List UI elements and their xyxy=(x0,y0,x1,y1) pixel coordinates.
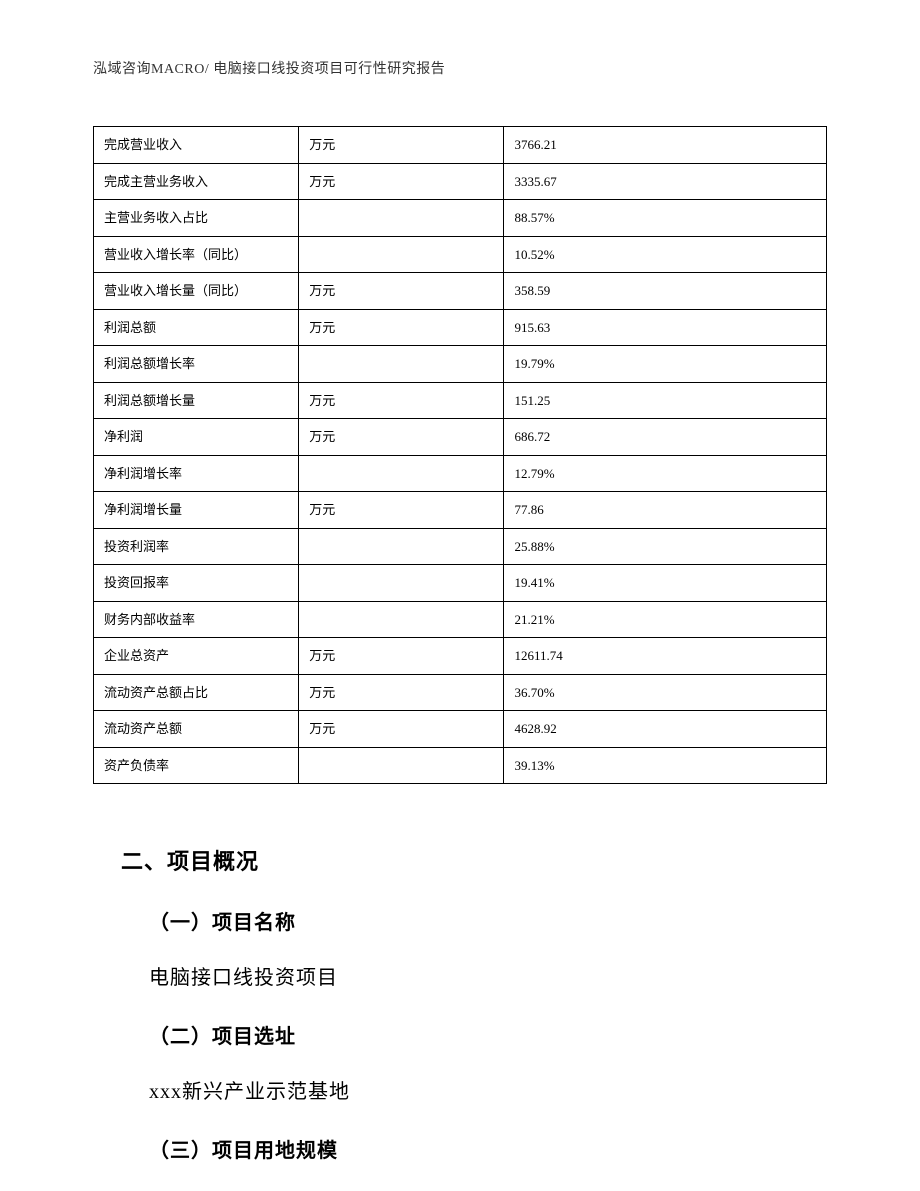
row-value: 77.86 xyxy=(504,492,827,529)
row-label: 完成主营业务收入 xyxy=(94,163,299,200)
row-unit xyxy=(299,236,504,273)
row-unit: 万元 xyxy=(299,492,504,529)
row-unit: 万元 xyxy=(299,419,504,456)
table-body: 完成营业收入万元3766.21完成主营业务收入万元3335.67主营业务收入占比… xyxy=(94,127,827,784)
row-label: 主营业务收入占比 xyxy=(94,200,299,237)
table-row: 流动资产总额万元4628.92 xyxy=(94,711,827,748)
row-value: 19.41% xyxy=(504,565,827,602)
row-value: 10.52% xyxy=(504,236,827,273)
row-value: 36.70% xyxy=(504,674,827,711)
row-label: 净利润 xyxy=(94,419,299,456)
financial-table: 完成营业收入万元3766.21完成主营业务收入万元3335.67主营业务收入占比… xyxy=(93,126,827,784)
row-label: 净利润增长率 xyxy=(94,455,299,492)
row-unit: 万元 xyxy=(299,674,504,711)
row-unit: 万元 xyxy=(299,309,504,346)
table-row: 投资回报率 19.41% xyxy=(94,565,827,602)
row-unit: 万元 xyxy=(299,711,504,748)
row-unit xyxy=(299,455,504,492)
row-value: 151.25 xyxy=(504,382,827,419)
row-unit xyxy=(299,747,504,784)
table-row: 主营业务收入占比 88.57% xyxy=(94,200,827,237)
row-unit: 万元 xyxy=(299,163,504,200)
row-label: 完成营业收入 xyxy=(94,127,299,164)
row-unit: 万元 xyxy=(299,127,504,164)
row-label: 投资利润率 xyxy=(94,528,299,565)
table-row: 利润总额增长率 19.79% xyxy=(94,346,827,383)
table-row: 营业收入增长率（同比） 10.52% xyxy=(94,236,827,273)
row-label: 利润总额增长率 xyxy=(94,346,299,383)
subsection-1-text: 电脑接口线投资项目 xyxy=(149,961,827,990)
row-value: 3335.67 xyxy=(504,163,827,200)
row-value: 358.59 xyxy=(504,273,827,310)
row-value: 88.57% xyxy=(504,200,827,237)
row-value: 25.88% xyxy=(504,528,827,565)
row-label: 企业总资产 xyxy=(94,638,299,675)
row-label: 净利润增长量 xyxy=(94,492,299,529)
row-label: 财务内部收益率 xyxy=(94,601,299,638)
page-header: 泓域咨询MACRO/ 电脑接口线投资项目可行性研究报告 xyxy=(93,58,827,78)
row-label: 利润总额 xyxy=(94,309,299,346)
table-row: 营业收入增长量（同比）万元358.59 xyxy=(94,273,827,310)
subsection-2-text: xxx新兴产业示范基地 xyxy=(149,1075,827,1104)
table-row: 完成营业收入万元3766.21 xyxy=(94,127,827,164)
table-row: 流动资产总额占比万元36.70% xyxy=(94,674,827,711)
row-unit: 万元 xyxy=(299,382,504,419)
row-label: 利润总额增长量 xyxy=(94,382,299,419)
table-row: 完成主营业务收入万元3335.67 xyxy=(94,163,827,200)
row-unit xyxy=(299,528,504,565)
row-label: 资产负债率 xyxy=(94,747,299,784)
row-label: 流动资产总额占比 xyxy=(94,674,299,711)
row-unit xyxy=(299,565,504,602)
document-page: 泓域咨询MACRO/ 电脑接口线投资项目可行性研究报告 完成营业收入万元3766… xyxy=(0,0,920,1163)
table-row: 净利润增长量万元77.86 xyxy=(94,492,827,529)
row-value: 12611.74 xyxy=(504,638,827,675)
row-unit: 万元 xyxy=(299,273,504,310)
row-unit xyxy=(299,601,504,638)
row-value: 19.79% xyxy=(504,346,827,383)
subsection-1-heading: （一）项目名称 xyxy=(149,906,827,935)
table-row: 企业总资产万元12611.74 xyxy=(94,638,827,675)
row-value: 3766.21 xyxy=(504,127,827,164)
row-unit xyxy=(299,346,504,383)
row-label: 营业收入增长率（同比） xyxy=(94,236,299,273)
row-value: 915.63 xyxy=(504,309,827,346)
row-value: 686.72 xyxy=(504,419,827,456)
row-value: 12.79% xyxy=(504,455,827,492)
table-row: 利润总额增长量万元151.25 xyxy=(94,382,827,419)
table-row: 净利润万元686.72 xyxy=(94,419,827,456)
table-row: 投资利润率 25.88% xyxy=(94,528,827,565)
table-row: 资产负债率 39.13% xyxy=(94,747,827,784)
table-row: 利润总额万元915.63 xyxy=(94,309,827,346)
table-row: 净利润增长率 12.79% xyxy=(94,455,827,492)
subsection-3-heading: （三）项目用地规模 xyxy=(149,1134,827,1163)
table-row: 财务内部收益率 21.21% xyxy=(94,601,827,638)
subsection-2-heading: （二）项目选址 xyxy=(149,1020,827,1049)
section-2-title: 二、项目概况 xyxy=(121,844,827,876)
row-label: 投资回报率 xyxy=(94,565,299,602)
row-label: 流动资产总额 xyxy=(94,711,299,748)
row-value: 21.21% xyxy=(504,601,827,638)
row-unit xyxy=(299,200,504,237)
row-value: 4628.92 xyxy=(504,711,827,748)
row-value: 39.13% xyxy=(504,747,827,784)
row-label: 营业收入增长量（同比） xyxy=(94,273,299,310)
row-unit: 万元 xyxy=(299,638,504,675)
